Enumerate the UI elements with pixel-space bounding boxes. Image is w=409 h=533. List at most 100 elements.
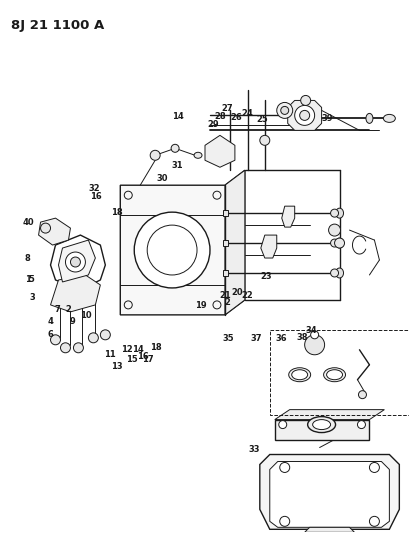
Text: 23: 23 (259, 272, 271, 281)
Circle shape (147, 225, 197, 275)
Text: 33: 33 (247, 445, 259, 454)
Ellipse shape (193, 152, 202, 158)
Polygon shape (260, 235, 276, 258)
Text: 29: 29 (207, 120, 218, 129)
Ellipse shape (335, 268, 343, 278)
Text: 18: 18 (150, 343, 162, 352)
Text: 13: 13 (111, 362, 123, 372)
Circle shape (304, 335, 324, 355)
Polygon shape (287, 100, 321, 131)
Ellipse shape (335, 208, 343, 218)
Text: 30: 30 (156, 174, 168, 183)
Circle shape (73, 343, 83, 353)
Text: 35: 35 (222, 334, 233, 343)
Polygon shape (274, 410, 384, 419)
Circle shape (61, 343, 70, 353)
Ellipse shape (307, 417, 335, 433)
Text: 22: 22 (240, 292, 252, 301)
Bar (222, 210, 227, 216)
Circle shape (171, 144, 179, 152)
Polygon shape (269, 462, 389, 527)
Circle shape (330, 239, 338, 247)
Circle shape (369, 463, 378, 472)
Polygon shape (38, 218, 70, 245)
Bar (274, 419, 369, 440)
Circle shape (280, 107, 288, 115)
Circle shape (294, 106, 314, 125)
Text: 26: 26 (229, 113, 241, 122)
Text: 3: 3 (29, 294, 35, 302)
Polygon shape (120, 170, 244, 315)
Circle shape (310, 331, 318, 339)
Text: 9: 9 (70, 317, 75, 326)
Circle shape (279, 463, 289, 472)
Text: 5: 5 (29, 276, 34, 285)
Text: 17: 17 (142, 356, 154, 364)
Text: 39: 39 (321, 114, 333, 123)
Circle shape (330, 209, 338, 217)
Circle shape (328, 224, 340, 236)
Text: 32: 32 (88, 184, 100, 193)
Text: 8: 8 (25, 254, 30, 263)
Text: 12: 12 (121, 345, 133, 354)
Text: 7: 7 (54, 305, 60, 314)
Circle shape (40, 223, 50, 233)
Bar (222, 240, 227, 246)
Polygon shape (225, 170, 244, 315)
Circle shape (369, 516, 378, 526)
Ellipse shape (326, 370, 342, 379)
Text: 25: 25 (255, 115, 267, 124)
Ellipse shape (365, 114, 372, 123)
Bar (222, 270, 227, 276)
Text: 16: 16 (90, 192, 102, 201)
Circle shape (357, 391, 366, 399)
Text: 18: 18 (111, 208, 123, 216)
Ellipse shape (312, 419, 330, 430)
Text: 36: 36 (275, 334, 287, 343)
Ellipse shape (382, 115, 394, 123)
Polygon shape (304, 527, 354, 532)
Circle shape (150, 150, 160, 160)
Ellipse shape (335, 238, 343, 248)
Text: 15: 15 (126, 356, 138, 364)
Ellipse shape (307, 342, 321, 348)
Circle shape (334, 238, 344, 248)
Text: 31: 31 (171, 161, 182, 170)
Circle shape (70, 257, 80, 267)
Circle shape (279, 516, 289, 526)
Text: 2: 2 (223, 298, 229, 308)
Text: 10: 10 (79, 311, 91, 320)
Text: 2: 2 (65, 305, 71, 314)
Circle shape (259, 135, 269, 146)
Text: 37: 37 (249, 334, 261, 343)
Text: 21: 21 (218, 292, 230, 301)
Text: 11: 11 (104, 350, 116, 359)
Polygon shape (50, 235, 105, 290)
Text: 40: 40 (23, 217, 34, 227)
Circle shape (330, 269, 338, 277)
Circle shape (357, 421, 364, 429)
Circle shape (134, 212, 209, 288)
Polygon shape (58, 240, 95, 282)
Circle shape (299, 110, 309, 120)
Circle shape (300, 95, 310, 106)
Text: 27: 27 (220, 104, 232, 113)
Text: 38: 38 (296, 333, 308, 342)
Text: 6: 6 (47, 330, 53, 340)
Text: 4: 4 (47, 317, 53, 326)
Polygon shape (204, 135, 234, 167)
Circle shape (88, 333, 98, 343)
Circle shape (276, 102, 292, 118)
Polygon shape (281, 206, 294, 227)
Bar (269, 330, 408, 415)
Circle shape (50, 335, 61, 345)
Text: 19: 19 (195, 301, 206, 310)
Text: 28: 28 (213, 112, 225, 121)
Polygon shape (259, 455, 398, 529)
Circle shape (65, 252, 85, 272)
Text: 14: 14 (172, 112, 184, 121)
Text: 20: 20 (231, 288, 242, 297)
Text: 1: 1 (25, 276, 30, 285)
Polygon shape (50, 275, 100, 312)
Circle shape (278, 421, 286, 429)
